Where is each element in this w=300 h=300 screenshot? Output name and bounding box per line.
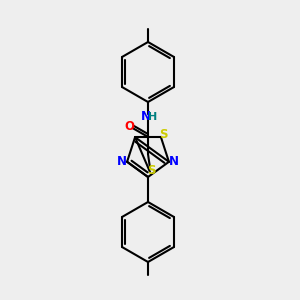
Text: N: N	[117, 155, 127, 168]
Text: N: N	[169, 155, 179, 168]
Text: O: O	[124, 119, 134, 133]
Text: S: S	[147, 164, 155, 176]
Text: S: S	[159, 128, 167, 141]
Text: H: H	[148, 112, 158, 122]
Text: N: N	[141, 110, 151, 124]
